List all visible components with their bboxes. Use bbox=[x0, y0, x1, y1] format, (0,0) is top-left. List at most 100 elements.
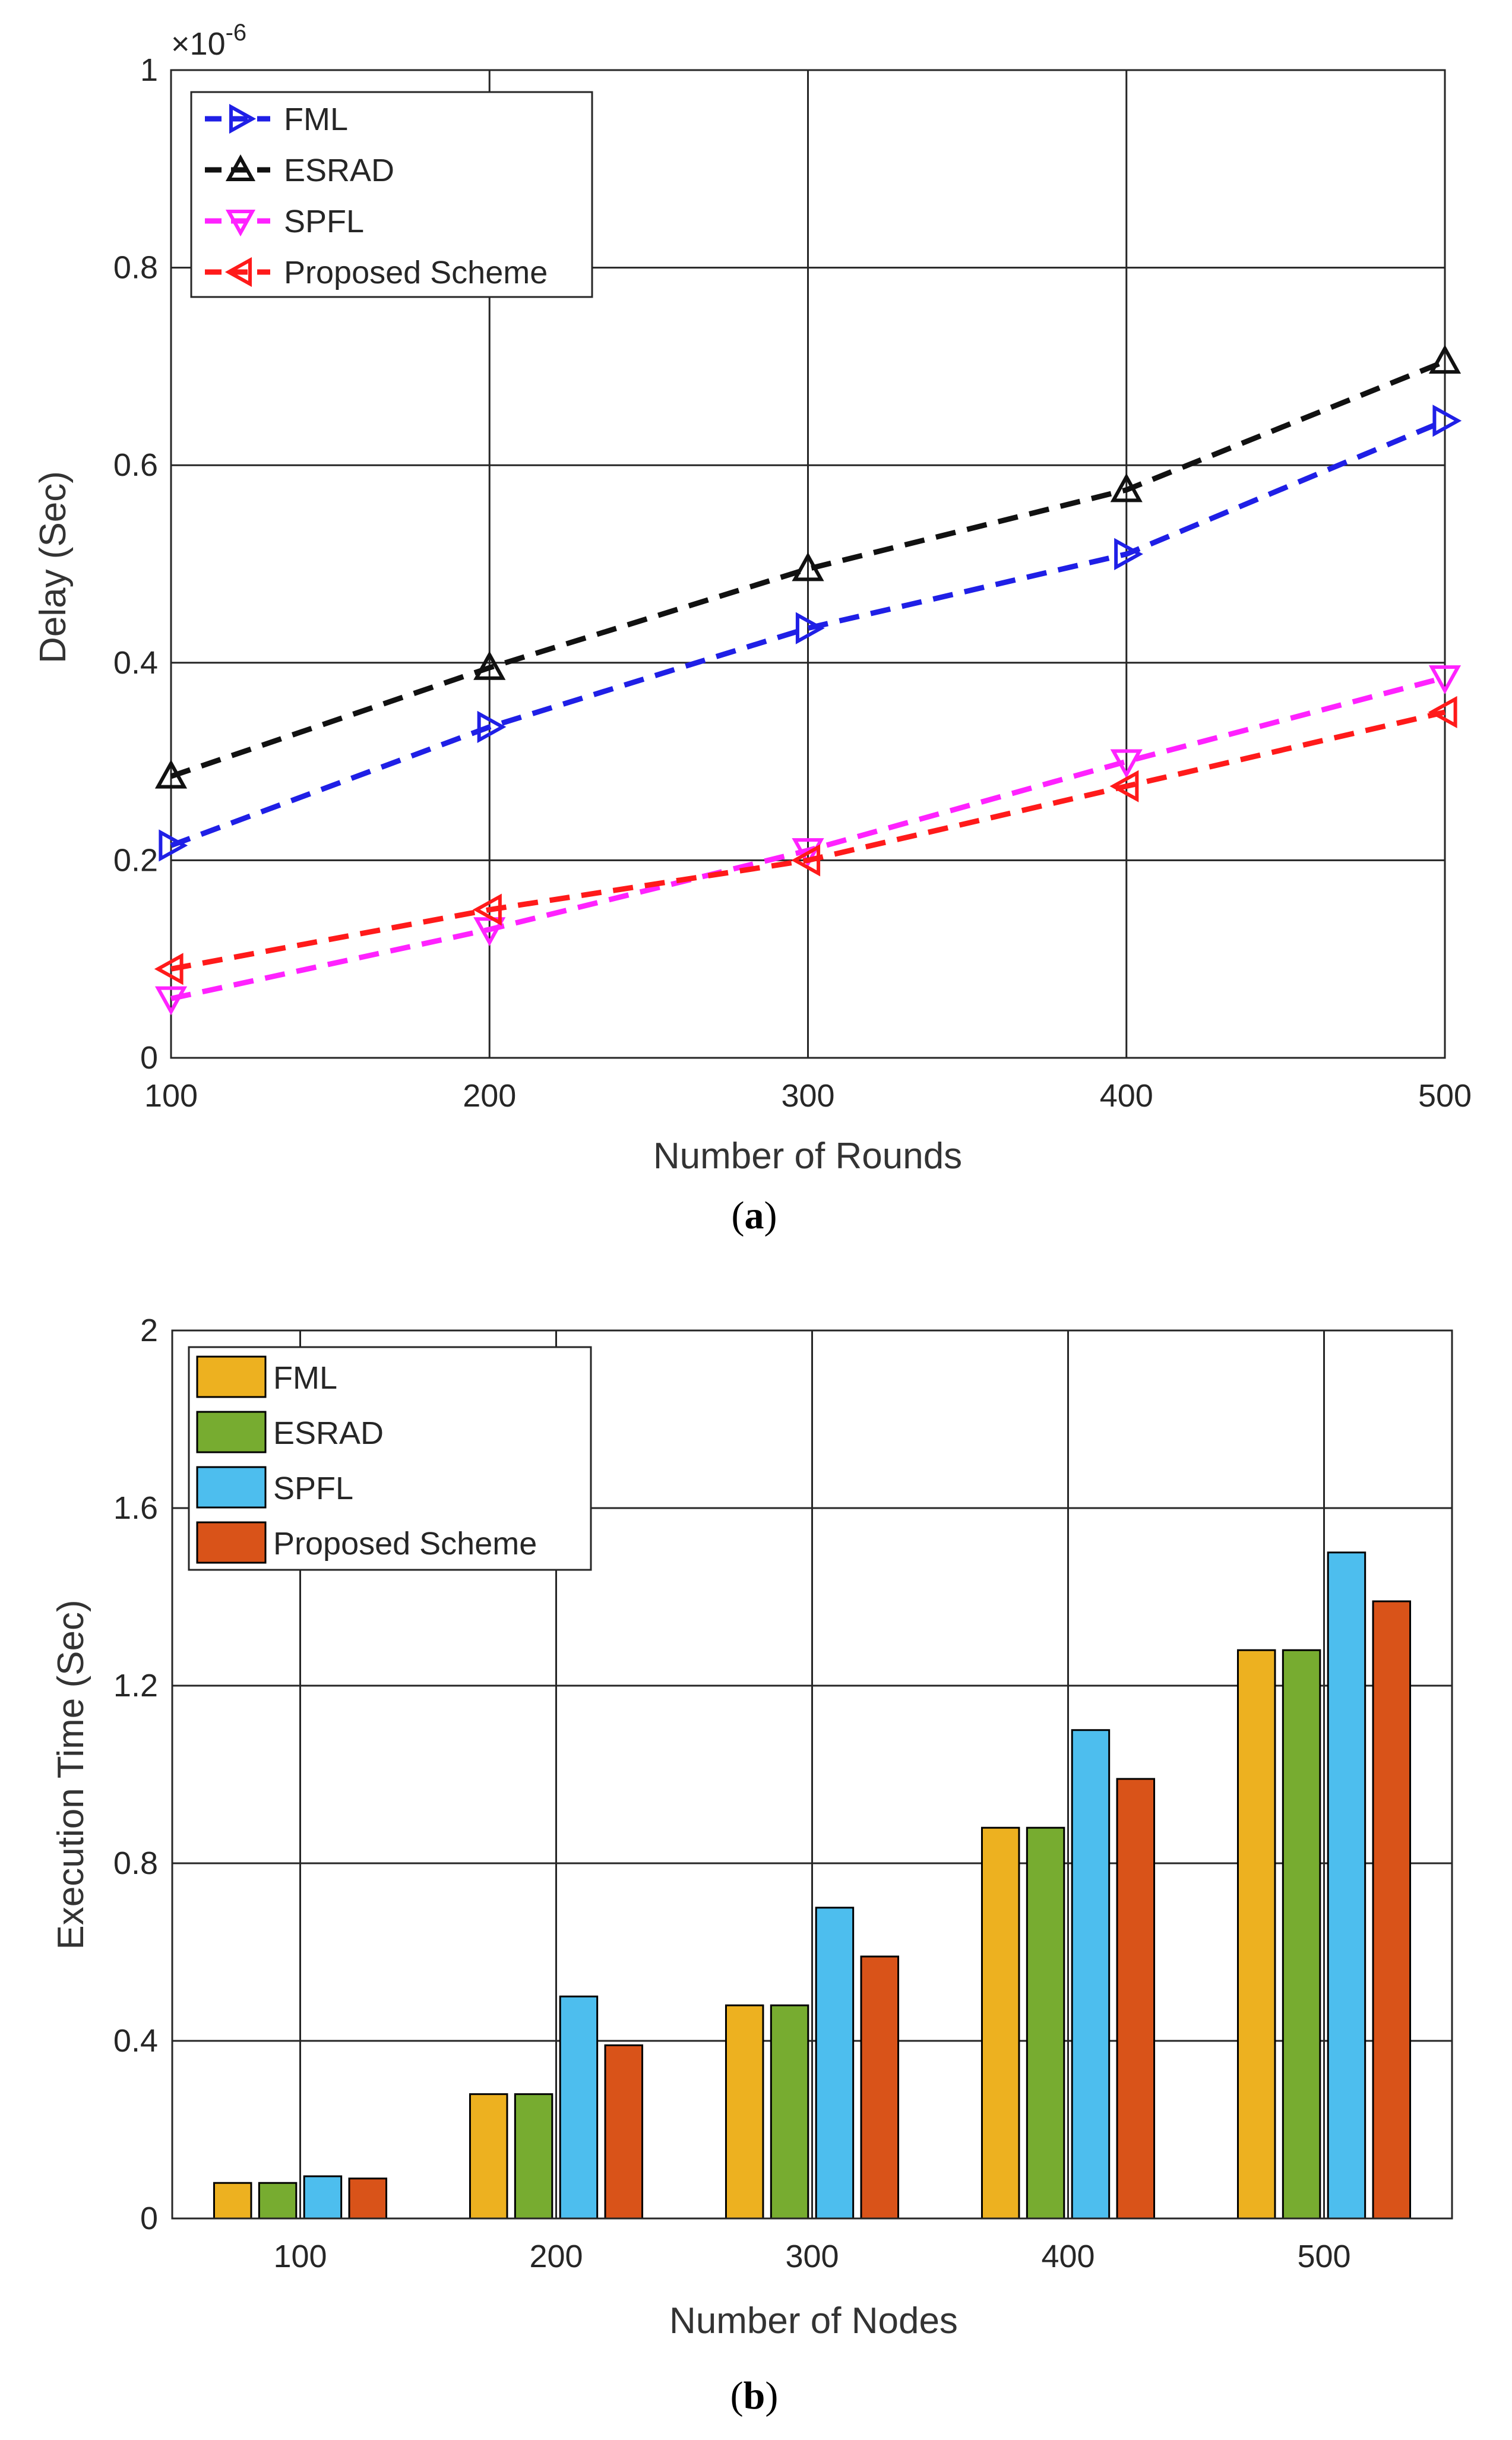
chart-a-y-tick-label: 0.2 bbox=[113, 842, 158, 878]
chart-a-legend-box bbox=[190, 91, 593, 298]
data-point-spfl bbox=[792, 838, 824, 867]
series-esrad bbox=[154, 344, 1462, 789]
chart-a-y-tick-label: 1 bbox=[140, 52, 158, 88]
chart-b-x-ticks: 100 200 300 400 500 bbox=[273, 2239, 1350, 2274]
legend-entry-esrad: ESRAD bbox=[205, 153, 394, 188]
bar-proposed-scheme-500 bbox=[1372, 1600, 1412, 2220]
legend-marker-esrad bbox=[225, 154, 256, 181]
chart-b-x-tick-label: 100 bbox=[273, 2239, 327, 2274]
legend-label-fml: FML bbox=[284, 102, 348, 137]
bar-spfl-400 bbox=[1071, 1729, 1111, 2220]
chart-a-x-tick-label: 100 bbox=[144, 1078, 198, 1114]
bar-fml-400 bbox=[980, 1826, 1020, 2220]
legend-label-proposed-scheme: Proposed Scheme bbox=[284, 255, 548, 290]
legend-swatch-spfl bbox=[196, 1466, 267, 1509]
chart-b-y-tick-label: 0.8 bbox=[113, 1845, 158, 1881]
chart-a-x-label: Number of Rounds bbox=[653, 1136, 962, 1177]
data-point-esrad bbox=[473, 650, 506, 680]
chart-a-x-tick-label: 400 bbox=[1100, 1078, 1153, 1114]
legend-entry-proposed-scheme: Proposed Scheme bbox=[205, 255, 548, 290]
execution-time-bar-chart: 0 0.4 0.8 1.2 1.6 2 100 200 300 400 500 Number of… bbox=[50, 1313, 1453, 2417]
chart-a-x-tick-label: 200 bbox=[463, 1078, 516, 1114]
data-point-fml bbox=[1432, 404, 1462, 437]
chart-b-y-ticks: 0 0.4 0.8 1.2 1.6 2 bbox=[113, 1313, 158, 2236]
chart-b-x-label: Number of Nodes bbox=[669, 2300, 958, 2341]
data-point-proposed-scheme bbox=[1109, 770, 1139, 802]
chart-b-y-tick-label: 1.6 bbox=[113, 1490, 158, 1526]
chart-a-exponent: ×10-6 bbox=[171, 20, 246, 62]
legend-entry-spfl: SPFL bbox=[205, 204, 364, 239]
chart-a-y-tick-label: 0.6 bbox=[113, 447, 158, 483]
bar-spfl-500 bbox=[1327, 1551, 1367, 2220]
chart-a-y-tick-label: 0.8 bbox=[113, 250, 158, 286]
data-point-esrad bbox=[1110, 473, 1143, 502]
legend-label-esrad: ESRAD bbox=[284, 153, 394, 188]
chart-a-legend: FML ESRAD SPFL Proposed Scheme bbox=[190, 91, 593, 298]
bar-esrad-300 bbox=[770, 2004, 809, 2220]
data-point-fml bbox=[477, 710, 507, 743]
bar-fml-100 bbox=[213, 2182, 252, 2220]
data-point-proposed-scheme bbox=[1428, 696, 1457, 729]
legend-label-fml: FML bbox=[273, 1360, 337, 1396]
bar-proposed-scheme-100 bbox=[348, 2177, 388, 2220]
chart-b-x-tick-label: 500 bbox=[1297, 2239, 1350, 2274]
chart-a-x-tick-label: 300 bbox=[781, 1078, 834, 1114]
data-point-spfl bbox=[1110, 749, 1143, 779]
data-point-esrad bbox=[792, 552, 824, 581]
legend-swatch-fml bbox=[196, 1355, 267, 1398]
legend-entry-proposed-scheme: Proposed Scheme bbox=[196, 1521, 537, 1564]
chart-a-y-tick-label: 0 bbox=[140, 1040, 158, 1076]
chart-b-y-tick-label: 0 bbox=[140, 2201, 158, 2236]
bar-proposed-scheme-300 bbox=[860, 1955, 900, 2220]
chart-a-plot-frame bbox=[170, 69, 1446, 1059]
bar-fml-200 bbox=[469, 2093, 508, 2220]
chart-a-exponent-base: ×10 bbox=[171, 26, 226, 62]
legend-swatch-esrad bbox=[196, 1411, 267, 1453]
legend-entry-fml: FML bbox=[196, 1355, 337, 1398]
bar-fml-300 bbox=[725, 2004, 764, 2220]
chart-b-y-label: Execution Time (Sec) bbox=[50, 1600, 91, 1949]
series-line-proposed-scheme bbox=[170, 709, 1446, 972]
bar-spfl-200 bbox=[559, 1995, 599, 2220]
data-point-proposed-scheme bbox=[791, 844, 821, 877]
bar-spfl-300 bbox=[815, 1907, 855, 2220]
bar-esrad-100 bbox=[258, 2182, 298, 2220]
data-point-spfl bbox=[154, 986, 188, 1016]
chart-b-y-tick-label: 0.4 bbox=[113, 2023, 158, 2059]
legend-label-proposed-scheme: Proposed Scheme bbox=[273, 1526, 537, 1562]
legend-label-spfl: SPFL bbox=[284, 204, 364, 239]
legend-label-spfl: SPFL bbox=[273, 1471, 353, 1506]
chart-b-plot-frame bbox=[171, 1329, 1453, 2220]
chart-a-series bbox=[154, 344, 1462, 1016]
data-point-esrad bbox=[1428, 344, 1462, 374]
chart-b-x-tick-label: 200 bbox=[529, 2239, 583, 2274]
chart-b-x-tick-label: 300 bbox=[785, 2239, 839, 2274]
chart-a-y-ticks: 0 0.2 0.4 0.6 0.8 1 bbox=[113, 52, 158, 1076]
delay-line-chart: 0 0.2 0.4 0.6 0.8 1 100 200 300 400 500 ×10-6 Num… bbox=[33, 20, 1472, 1237]
legend-entry-esrad: ESRAD bbox=[196, 1411, 384, 1453]
chart-b-y-tick-label: 1.2 bbox=[113, 1668, 158, 1703]
chart-b-bars bbox=[213, 1551, 1412, 2220]
bar-spfl-100 bbox=[303, 2175, 343, 2220]
legend-marker-spfl bbox=[225, 210, 256, 237]
series-spfl bbox=[154, 665, 1462, 1016]
caption-a-letter: a bbox=[745, 1194, 764, 1237]
data-point-fml bbox=[795, 612, 825, 644]
bar-fml-500 bbox=[1236, 1649, 1276, 2220]
series-fml bbox=[159, 404, 1462, 862]
legend-marker-fml bbox=[229, 103, 257, 134]
bar-esrad-400 bbox=[1026, 1826, 1065, 2220]
chart-a-y-tick-label: 0.4 bbox=[113, 645, 158, 681]
data-point-proposed-scheme bbox=[154, 953, 184, 985]
bar-proposed-scheme-400 bbox=[1116, 1778, 1156, 2220]
caption-b-letter: b bbox=[744, 2374, 766, 2417]
legend-entry-spfl: SPFL bbox=[196, 1466, 353, 1509]
data-point-spfl bbox=[1428, 665, 1462, 694]
chart-b-y-tick-label: 2 bbox=[140, 1313, 158, 1348]
legend-label-esrad: ESRAD bbox=[273, 1415, 384, 1451]
bar-esrad-500 bbox=[1282, 1649, 1321, 2220]
chart-a-y-label: Delay (Sec) bbox=[33, 471, 74, 663]
data-point-fml bbox=[1114, 538, 1143, 570]
data-point-fml bbox=[159, 829, 188, 862]
bar-esrad-200 bbox=[514, 2093, 553, 2220]
